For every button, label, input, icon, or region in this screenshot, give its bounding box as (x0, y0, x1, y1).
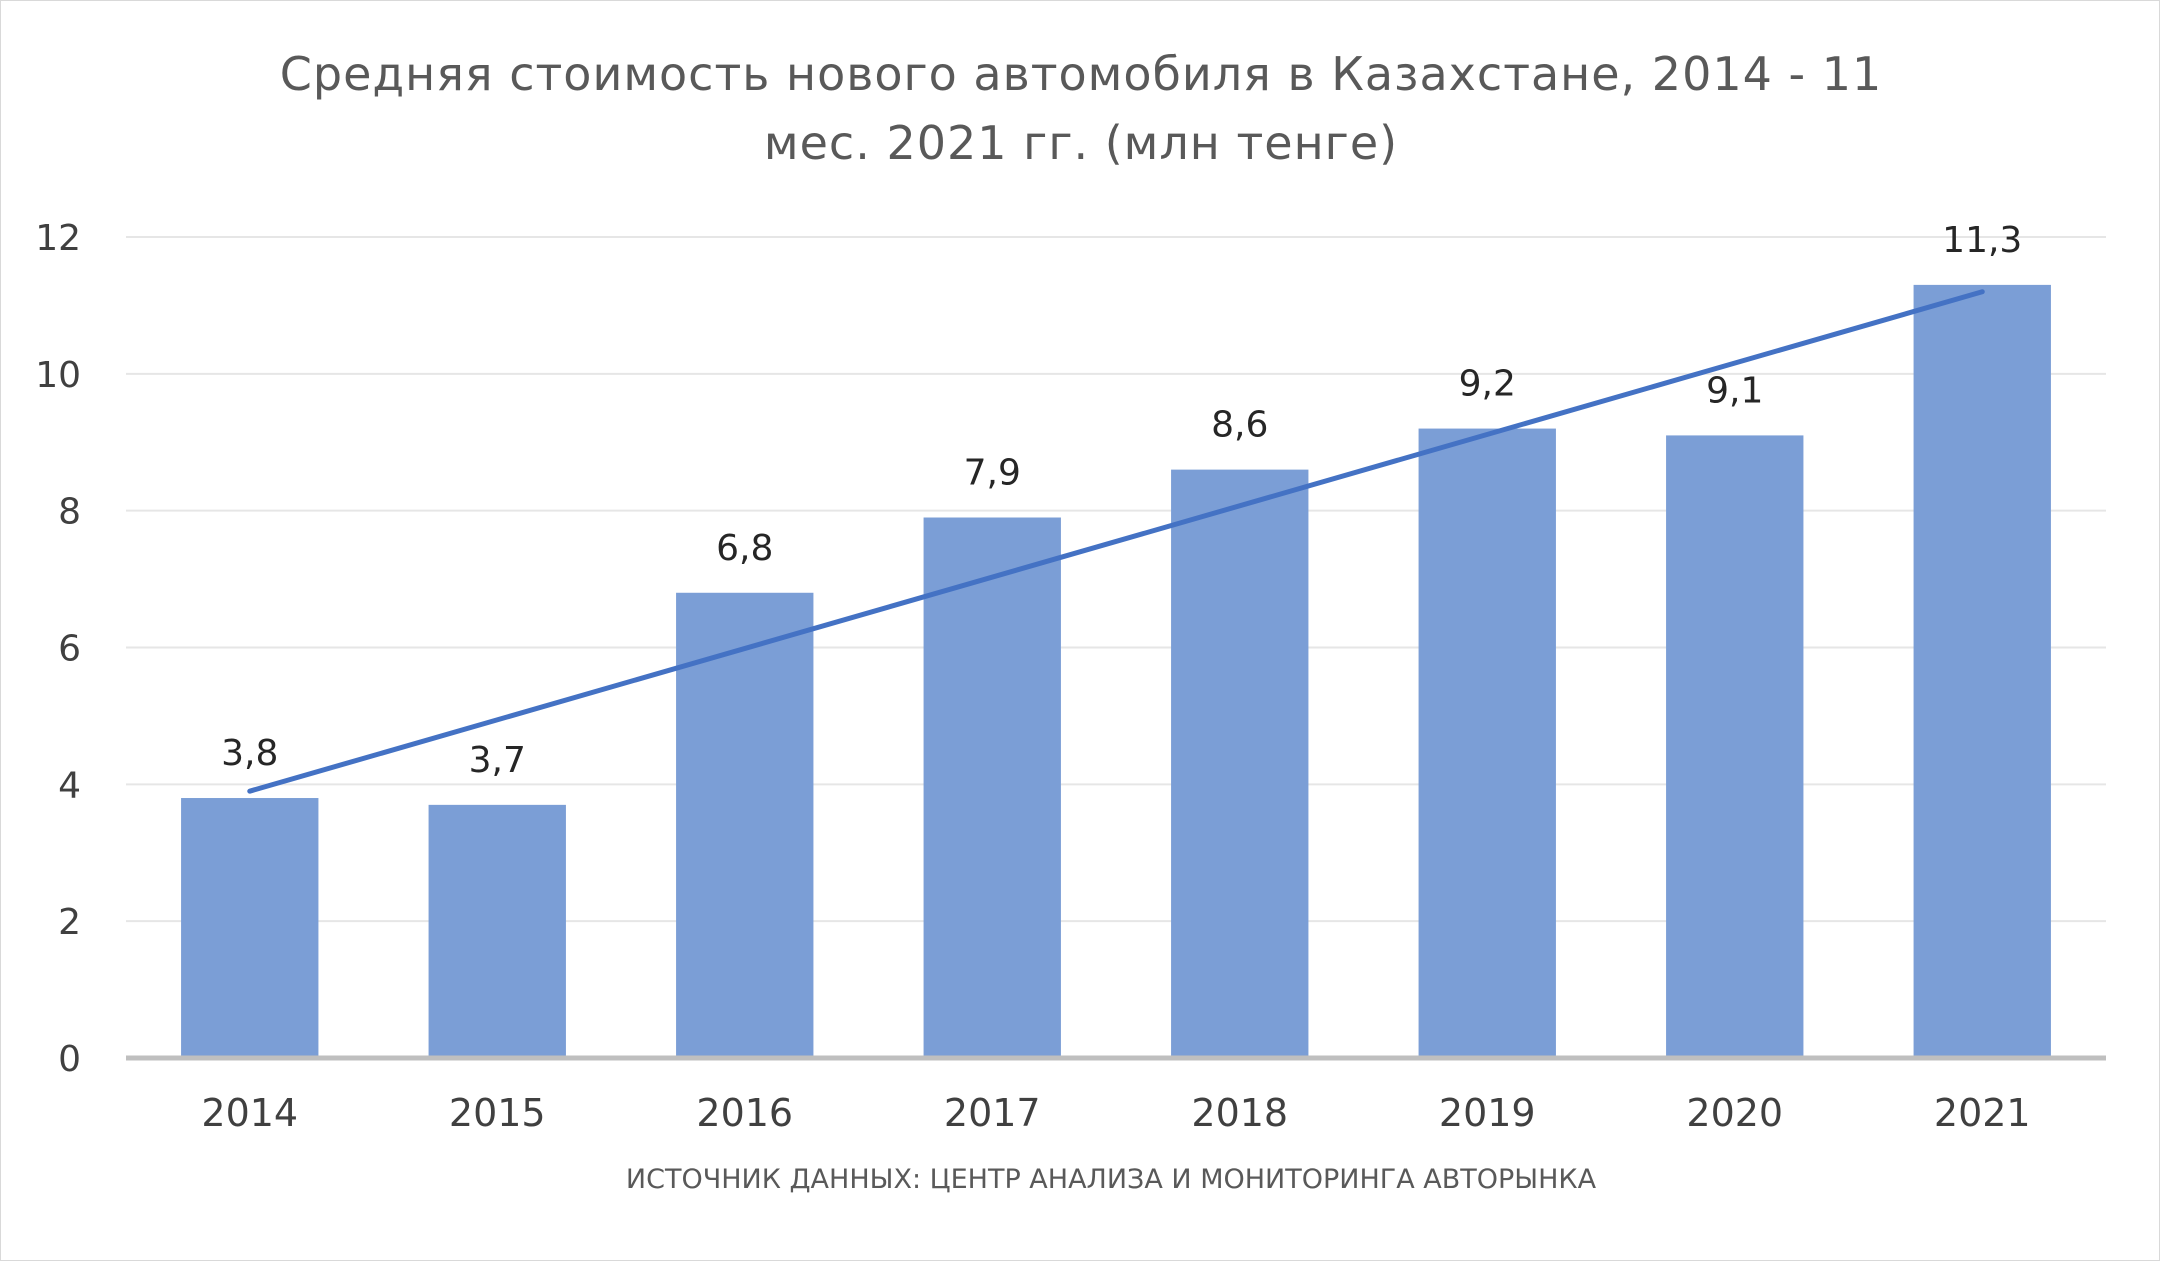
x-tick-label-2017: 2017 (944, 1091, 1041, 1135)
y-tick-label-6: 6 (58, 629, 81, 670)
data-label-2017: 7,9 (964, 453, 1021, 494)
y-axis-ticks: 0 2 4 6 8 10 12 (35, 218, 81, 1080)
y-tick-label-2: 2 (58, 902, 81, 943)
bars (181, 284, 2051, 1059)
y-tick-label-4: 4 (58, 765, 81, 806)
data-labels: 3,8 3,7 6,8 7,9 8,6 9,2 9,1 11,3 (221, 220, 2022, 781)
chart-title-line-2: мес. 2021 гг. (млн тенге) (764, 116, 1398, 170)
x-tick-label-2016: 2016 (696, 1091, 793, 1135)
bar-2020 (1666, 435, 1804, 1058)
bar-2016 (676, 592, 814, 1058)
x-axis-ticks: 2014 2015 2016 2017 2018 2019 2020 2021 (201, 1091, 2030, 1135)
data-label-2020: 9,1 (1706, 370, 1763, 411)
data-label-2014: 3,8 (221, 733, 278, 774)
data-label-2021: 11,3 (1942, 220, 2022, 261)
data-label-2018: 8,6 (1211, 405, 1268, 446)
trendline-layer (247, 289, 1985, 794)
trendline (247, 289, 1985, 794)
bar-2021 (1913, 284, 2051, 1058)
y-tick-label-10: 10 (35, 355, 81, 396)
x-tick-label-2019: 2019 (1439, 1091, 1536, 1135)
x-tick-label-2015: 2015 (449, 1091, 546, 1135)
bar-2014 (181, 798, 319, 1058)
data-label-2019: 9,2 (1459, 364, 1516, 405)
x-tick-label-2020: 2020 (1686, 1091, 1783, 1135)
bar-2015 (428, 804, 566, 1058)
y-tick-label-0: 0 (58, 1039, 81, 1080)
y-tick-label-12: 12 (35, 218, 81, 259)
x-tick-label-2021: 2021 (1934, 1091, 2031, 1135)
data-label-2016: 6,8 (716, 528, 773, 569)
bar-2018 (1171, 469, 1309, 1058)
x-tick-label-2014: 2014 (201, 1091, 298, 1135)
chart-title-line-1: Средняя стоимость нового автомобиля в Ка… (280, 47, 1883, 101)
x-axis-title-source: ИСТОЧНИК ДАННЫХ: ЦЕНТР АНАЛИЗА И МОНИТОР… (626, 1164, 1597, 1195)
bar-2019 (1418, 428, 1556, 1059)
bar-2017 (923, 517, 1061, 1058)
y-tick-label-8: 8 (58, 492, 81, 533)
x-tick-label-2018: 2018 (1191, 1091, 1288, 1135)
data-label-2015: 3,7 (469, 740, 526, 781)
